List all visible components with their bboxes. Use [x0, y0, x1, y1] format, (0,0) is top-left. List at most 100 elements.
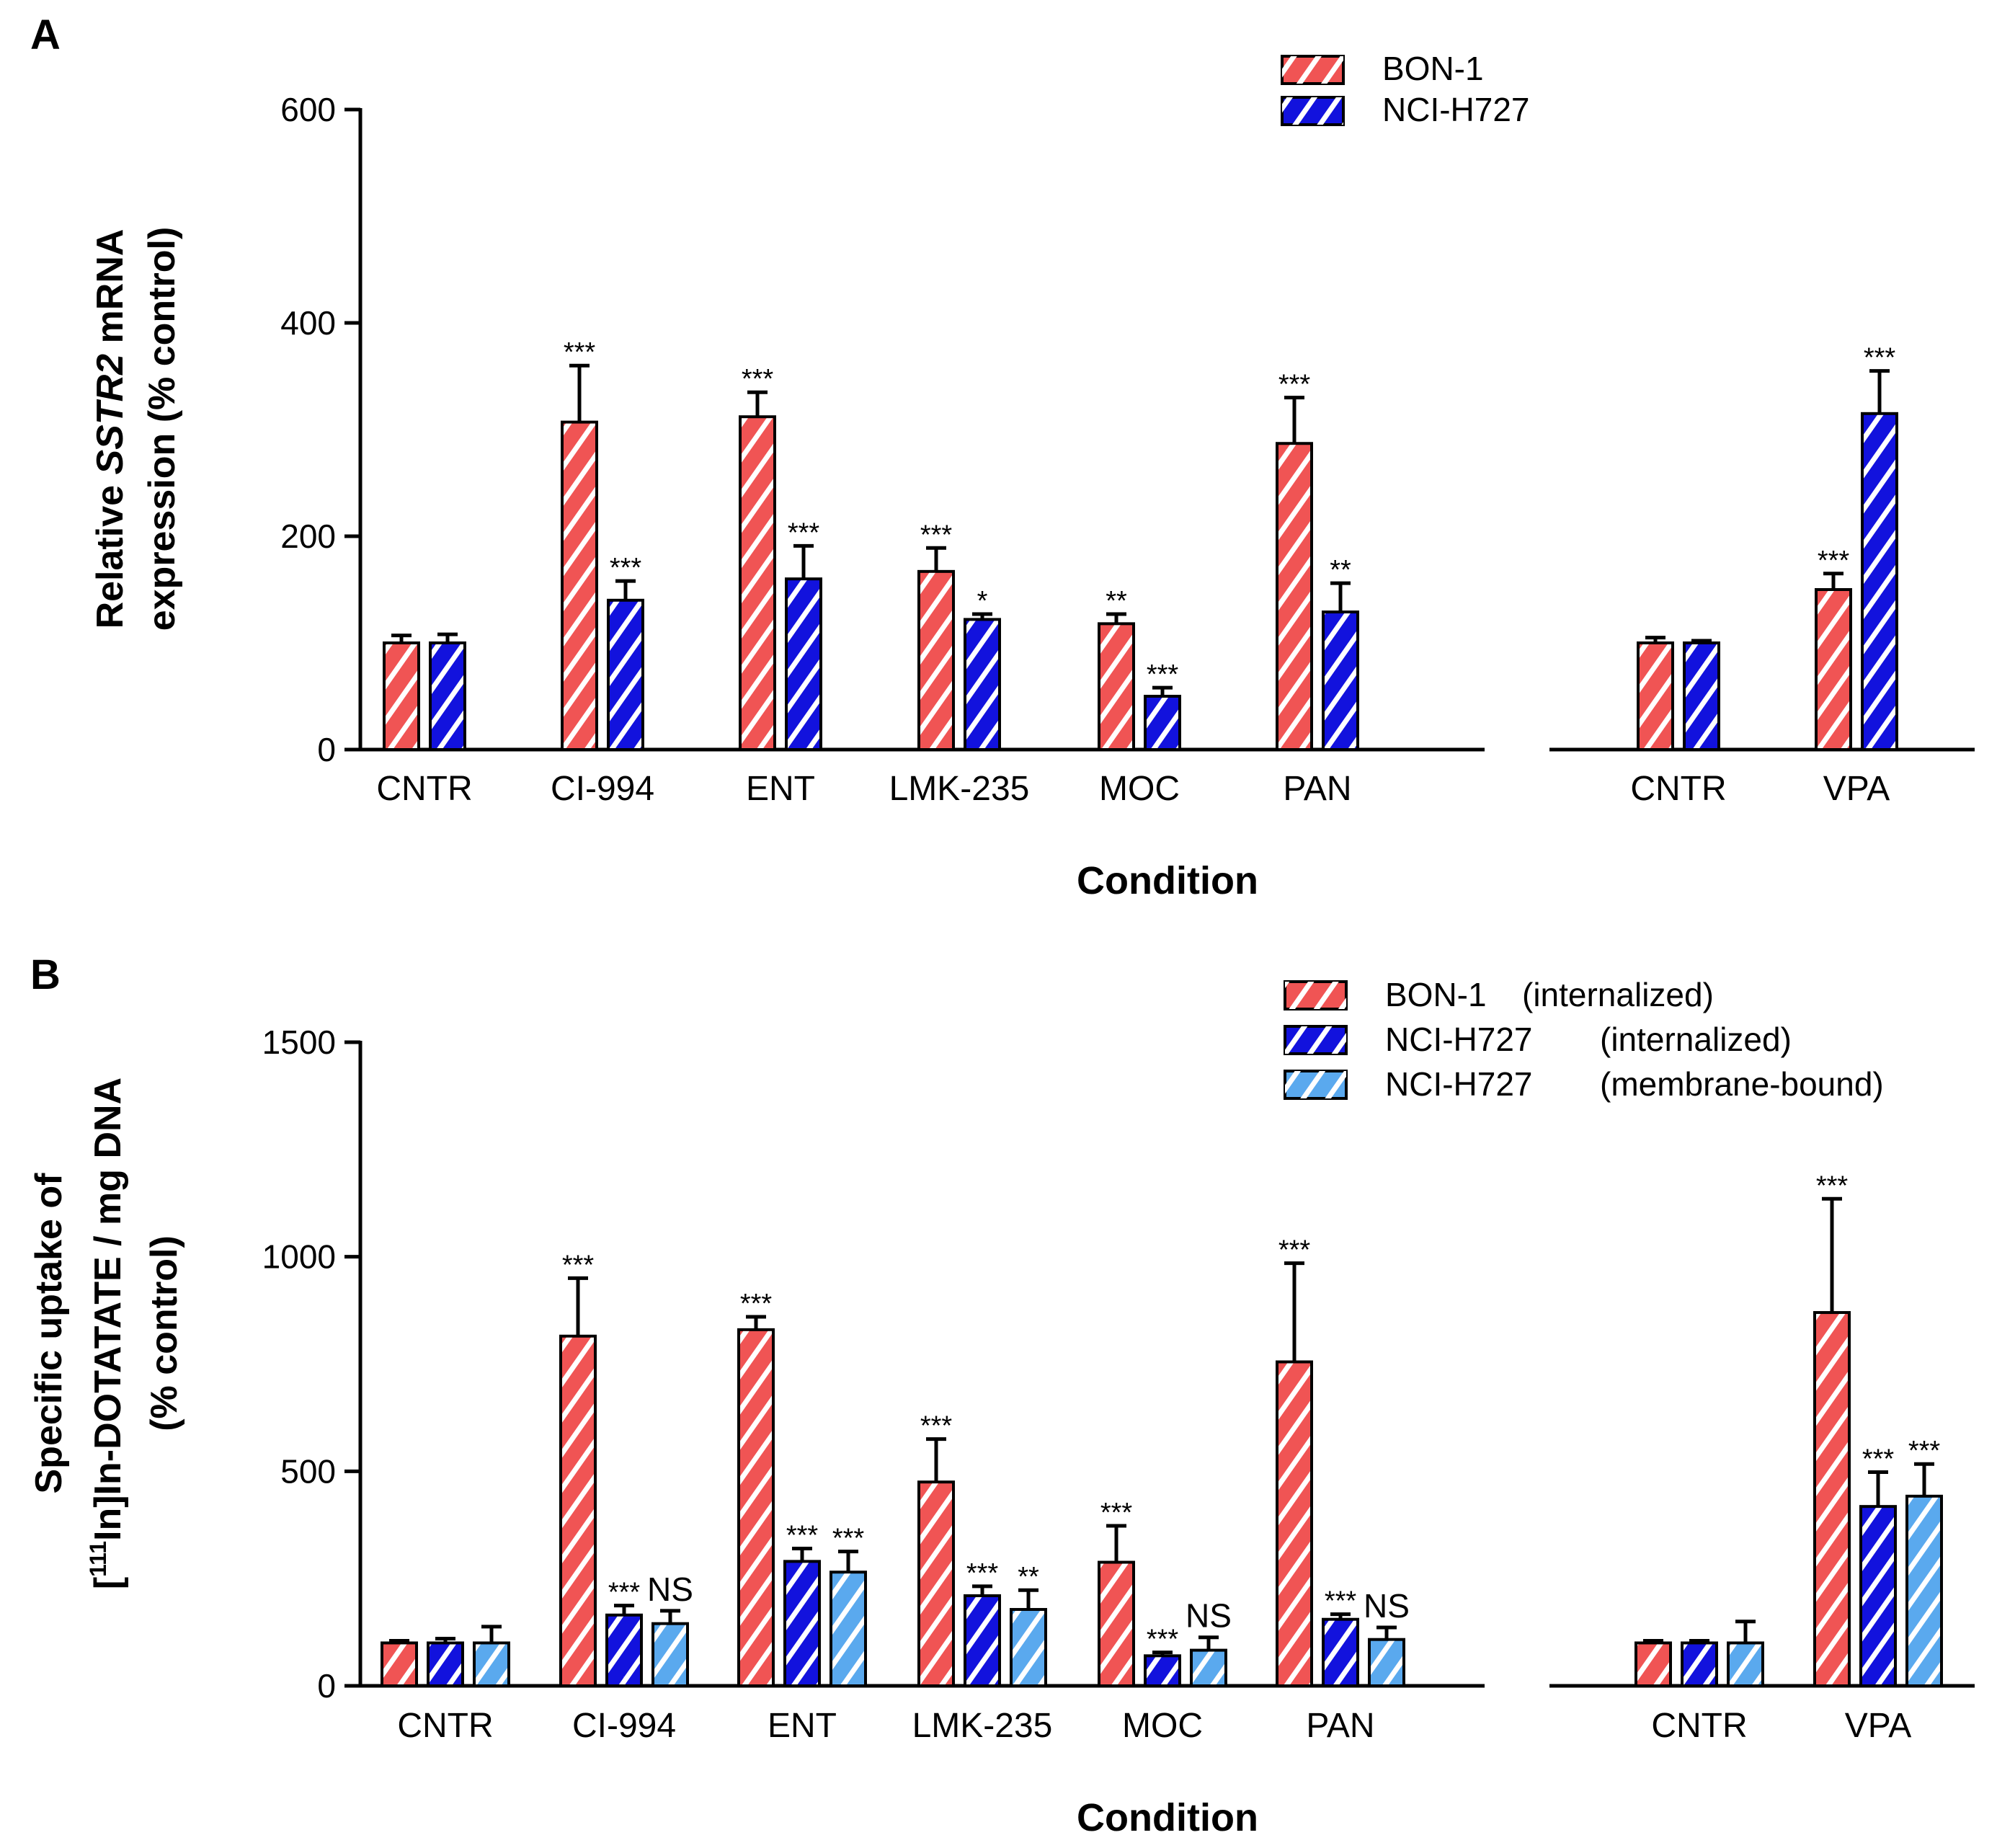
bar-hatch-b-s2-g6	[1730, 1644, 1761, 1684]
panel-a-legend: BON-1 NCI-H727	[1281, 50, 1530, 128]
x-category-label-a-4: MOC	[1099, 770, 1180, 808]
panel-a-ylabel-line1: Relative SSTR2 mRNA	[89, 229, 131, 629]
significance-b-s0-g1: ***	[562, 1250, 595, 1280]
bar-hatch-a-s0-g1	[564, 423, 595, 748]
x-category-label-a-0: CNTR	[376, 770, 472, 808]
bar-hatch-b-s2-g0	[476, 1644, 507, 1684]
bar-hatch-a-s0-g6	[1640, 644, 1671, 748]
x-category-label-b-3: LMK-235	[912, 1707, 1053, 1745]
panel-b-ylabel-line1: Specific uptake of	[28, 1173, 70, 1494]
significance-b-s1-g1: ***	[608, 1578, 641, 1608]
bar-hatch-a-s1-g7	[1864, 414, 1895, 748]
legend-a-swatch-bon1-hatch	[1282, 56, 1343, 84]
bar-hatch-b-s1-g0	[430, 1644, 461, 1684]
significance-b-s0-g2: ***	[740, 1289, 773, 1319]
bar-hatch-b-s0-g5	[1278, 1363, 1310, 1684]
bar-hatch-b-s0-g3	[920, 1483, 952, 1684]
significance-b-s2-g2: ***	[832, 1524, 865, 1554]
legend-b-swatch-bon1-hatch	[1285, 982, 1346, 1009]
panel-a-ylabel: Relative SSTR2 mRNA expression (% contro…	[89, 227, 183, 631]
x-category-label-b-5: PAN	[1306, 1707, 1374, 1745]
significance-a-s0-g3: ***	[920, 520, 953, 550]
panel-b-ylabel: Specific uptake of [111In]In-DOTATATE / …	[28, 1078, 185, 1589]
panel-b-legend: BON-1 (internalized) NCI-H727 (internali…	[1284, 976, 1884, 1103]
bar-hatch-a-s1-g3	[966, 621, 998, 748]
panel-a-xlabel: Condition	[1077, 859, 1258, 902]
panel-b-ylabel-bracket: [	[87, 1577, 129, 1589]
x-category-label-a-2: ENT	[746, 770, 815, 808]
y-tick-label-b-3: 1500	[262, 1023, 336, 1061]
legend-a-label-nci: NCI-H727	[1382, 91, 1530, 128]
bar-hatch-b-s1-g2	[786, 1563, 818, 1684]
y-tick-label-b-2: 1000	[262, 1238, 336, 1276]
y-tick-label-b-0: 0	[317, 1667, 336, 1705]
significance-b-s2-g5: NS	[1364, 1587, 1410, 1625]
significance-a-s0-g2: ***	[742, 364, 774, 394]
significance-b-s1-g3: ***	[966, 1558, 999, 1589]
bar-hatch-b-s0-g0	[383, 1644, 415, 1684]
bar-hatch-b-s1-g6	[1684, 1644, 1715, 1684]
x-category-label-b-2: ENT	[768, 1707, 837, 1745]
bar-hatch-a-s0-g7	[1818, 591, 1849, 748]
bar-hatch-a-s0-g0	[386, 644, 417, 748]
panel-a-letter: A	[30, 12, 61, 58]
panel-b-ylabel-line3: (% control)	[143, 1235, 185, 1431]
significance-b-s0-g5: ***	[1278, 1235, 1311, 1266]
bar-hatch-b-s0-g2	[740, 1331, 772, 1684]
significance-b-s0-g3: ***	[920, 1411, 953, 1441]
panel-b-ylabel-line2: [111In]In-DOTATATE / mg DNA	[85, 1078, 129, 1589]
significance-b-s2-g3: **	[1018, 1562, 1039, 1592]
bar-hatch-a-s1-g0	[432, 644, 463, 748]
bar-hatch-b-s1-g7	[1862, 1508, 1894, 1684]
x-category-label-b-6: CNTR	[1651, 1707, 1747, 1745]
bar-hatch-b-s2-g2	[832, 1573, 864, 1684]
bar-hatch-a-s0-g5	[1278, 445, 1310, 748]
legend-b-label-nci-mem: NCI-H727	[1385, 1065, 1533, 1103]
significance-b-s1-g4: ***	[1147, 1625, 1179, 1655]
bar-hatch-b-s2-g5	[1371, 1640, 1402, 1684]
bar-hatch-b-s2-g4	[1193, 1651, 1224, 1684]
x-category-label-b-0: CNTR	[397, 1707, 493, 1745]
significance-a-s0-g1: ***	[564, 337, 596, 368]
significance-b-s2-g4: NS	[1186, 1597, 1232, 1635]
bar-hatch-b-s1-g4	[1147, 1657, 1178, 1684]
significance-a-s0-g4: **	[1106, 586, 1127, 616]
y-tick-label-b-1: 500	[280, 1452, 336, 1490]
bar-hatch-b-s2-g1	[654, 1625, 686, 1684]
bar-hatch-a-s1-g4	[1147, 698, 1178, 748]
legend-b-detail-nci-int: (internalized)	[1600, 1021, 1792, 1058]
legend-a-swatch-nci-hatch	[1282, 97, 1343, 125]
legend-b-detail-bon1: (internalized)	[1522, 976, 1714, 1013]
panel-a-ylabel-line2: expression (% control)	[141, 227, 183, 631]
x-category-label-a-5: PAN	[1283, 770, 1351, 808]
significance-b-s1-g2: ***	[786, 1520, 819, 1550]
significance-a-s1-g2: ***	[788, 517, 820, 548]
bar-hatch-b-s0-g6	[1637, 1644, 1669, 1684]
significance-b-s1-g7: ***	[1862, 1444, 1895, 1475]
legend-b-swatch-nci-mem-hatch	[1285, 1071, 1346, 1098]
panel-b-xlabel: Condition	[1077, 1796, 1258, 1839]
bar-hatch-b-s0-g1	[562, 1337, 594, 1684]
significance-a-s1-g4: ***	[1147, 659, 1179, 690]
bar-hatch-b-s2-g7	[1908, 1497, 1940, 1684]
legend-b-detail-nci-mem: (membrane-bound)	[1600, 1065, 1884, 1103]
significance-a-s1-g3: *	[977, 586, 988, 616]
significance-a-s1-g5: **	[1330, 555, 1351, 585]
x-category-label-b-1: CI-994	[572, 1707, 676, 1745]
bar-hatch-b-s1-g3	[966, 1596, 998, 1684]
significance-b-s2-g1: NS	[647, 1571, 693, 1608]
bar-hatch-b-s0-g7	[1816, 1314, 1848, 1684]
bar-hatch-a-s1-g5	[1325, 613, 1356, 748]
bar-hatch-a-s1-g6	[1686, 644, 1717, 748]
panel-a-ylabel-part3: mRNA	[89, 229, 131, 354]
y-tick-label-a-2: 400	[280, 304, 336, 342]
panel-b-ylabel-isotope: 111	[85, 1541, 111, 1577]
x-category-label-a-7: VPA	[1823, 770, 1890, 808]
significance-b-s0-g4: ***	[1100, 1498, 1133, 1528]
bar-hatch-b-s2-g3	[1013, 1611, 1044, 1684]
significance-b-s2-g7: ***	[1908, 1436, 1941, 1466]
significance-a-s0-g5: ***	[1278, 370, 1311, 400]
y-tick-label-a-3: 600	[280, 91, 336, 128]
